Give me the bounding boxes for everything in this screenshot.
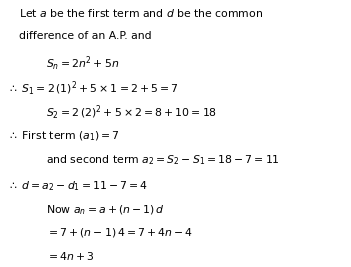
Text: $S_2 = 2\,(2)^2 + 5 \times 2 = 8 + 10 = 18$: $S_2 = 2\,(2)^2 + 5 \times 2 = 8 + 10 = … [46,104,217,122]
Text: $= 7 + (n - 1)\,4 = 7 + 4n - 4$: $= 7 + (n - 1)\,4 = 7 + 4n - 4$ [46,226,193,239]
Text: $= 4n + 3$: $= 4n + 3$ [46,250,94,262]
Text: $\therefore$ $S_1 = 2\,(1)^2 + 5 \times 1 = 2 + 5 = 7$: $\therefore$ $S_1 = 2\,(1)^2 + 5 \times … [7,80,179,98]
Text: Let $a$ be the first term and $d$ be the common: Let $a$ be the first term and $d$ be the… [19,7,264,19]
Text: Now $a_n = a + (n - 1)\,d$: Now $a_n = a + (n - 1)\,d$ [46,203,164,217]
Text: difference of an A.P. and: difference of an A.P. and [19,31,152,41]
Text: $\therefore$ First term $(a_1) = 7$: $\therefore$ First term $(a_1) = 7$ [7,129,120,143]
Text: $S_n = 2n^2 + 5n$: $S_n = 2n^2 + 5n$ [46,55,119,73]
Text: and second term $a_2 = S_2 - S_1 = 18 - 7 = 11$: and second term $a_2 = S_2 - S_1 = 18 - … [46,154,279,167]
Text: $\therefore$ $d = a_2 - d_1 = 11 - 7 = 4$: $\therefore$ $d = a_2 - d_1 = 11 - 7 = 4… [7,179,148,193]
